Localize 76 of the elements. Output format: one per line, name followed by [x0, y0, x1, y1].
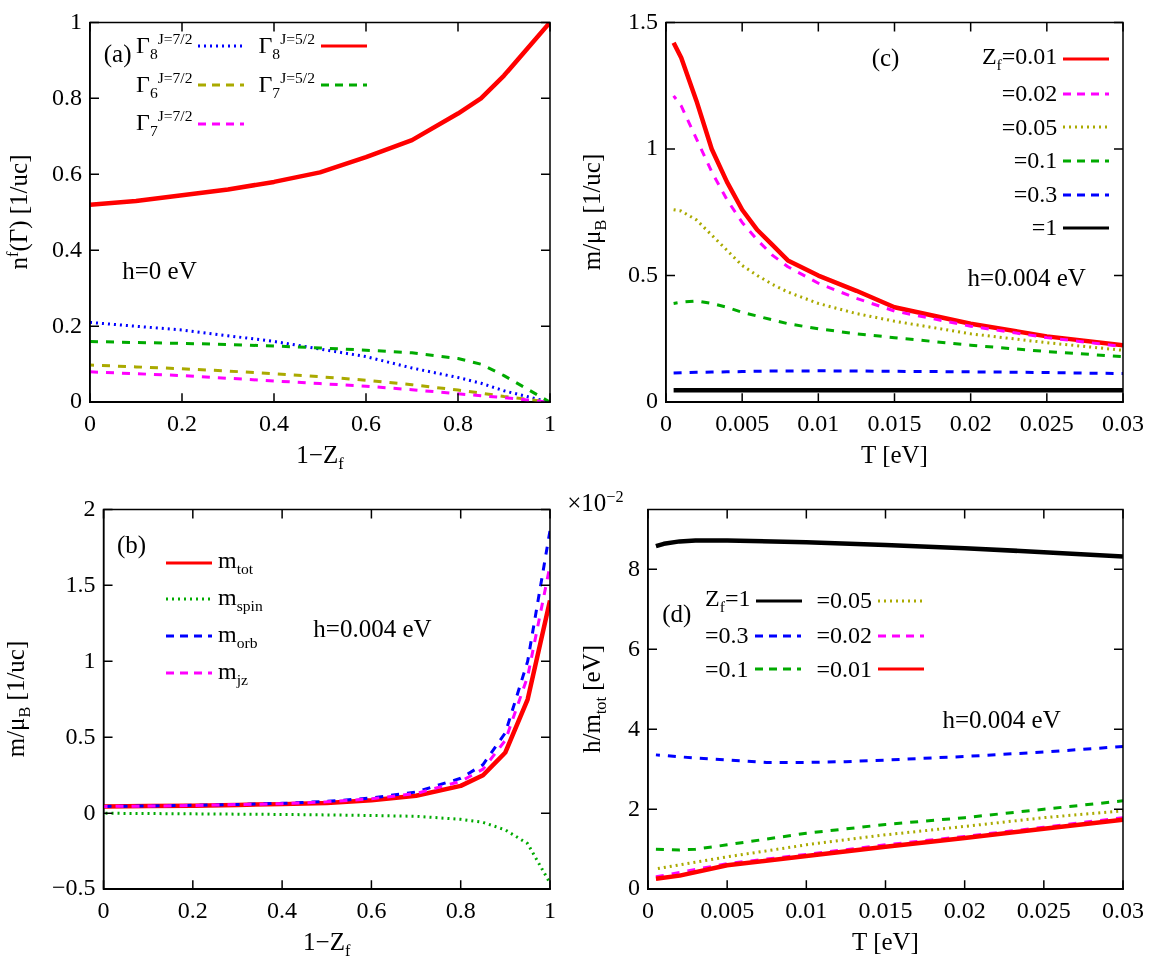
x-tick-label: 0.025 [1016, 896, 1071, 923]
y-tick-label: 1.5 [65, 570, 96, 597]
line-series [672, 208, 1123, 352]
legend-label: =0.01 [816, 655, 872, 684]
x-tick-label: 0.03 [1102, 896, 1144, 923]
x-tick-label: 0.8 [445, 896, 476, 923]
x-tick-label: 0.015 [858, 896, 913, 923]
x-tick-label: 0.02 [949, 409, 992, 436]
legend-label: m$_{tot}$ [218, 547, 254, 579]
annotation: h=0.004 eV [313, 614, 432, 642]
y-tick-label: 0 [646, 387, 658, 414]
annotation: (d) [662, 599, 692, 627]
x-tick-label: 0.01 [797, 409, 840, 436]
x-axis-title: T [eV] [852, 928, 919, 956]
x-tick-label: 0.025 [1019, 409, 1074, 436]
y-tick-label: 0.6 [52, 159, 82, 186]
x-tick-label: 0.4 [267, 896, 298, 923]
line-series [654, 799, 1123, 852]
legend-label: =0.02 [816, 622, 872, 650]
x-axis-title: T [eV] [861, 441, 928, 469]
y-tick-label: 0.8 [52, 83, 82, 110]
y-tick-label: 1.5 [628, 7, 658, 34]
y-tick-label: 8 [628, 554, 640, 581]
x-axis-title: 1−Z$_{f}$ [296, 441, 344, 474]
x-tick-label: 0.01 [785, 896, 828, 923]
x-tick-label: 0.02 [943, 896, 986, 923]
y-tick-label: 0.4 [52, 235, 82, 262]
annotation: (b) [116, 531, 147, 559]
annotation: h=0.004 eV [942, 705, 1061, 733]
annotation: h=0 eV [122, 256, 197, 284]
y-tick-label: 1 [70, 7, 82, 34]
y-tick-label: 1 [83, 646, 96, 673]
legend-label: =0.02 [1001, 80, 1058, 108]
legend-label: m$_{jz}$ [218, 657, 248, 689]
x-tick-label: 1 [544, 896, 556, 923]
legend-label: =0.3 [705, 622, 749, 650]
legend-label: =0.3 [1013, 180, 1058, 209]
x-tick-label: 0.6 [356, 896, 387, 923]
annotation: (a) [103, 40, 132, 68]
x-tick-label: 1 [544, 409, 556, 436]
y-tick-label: 0 [70, 387, 82, 414]
x-tick-label: 0.005 [715, 409, 770, 436]
legend-label: Z$_{f}$=0.01 [981, 43, 1058, 74]
y-tick-label: 0.5 [65, 722, 96, 749]
legend-label: =0.05 [1001, 113, 1058, 142]
x-tick-label: 0.03 [1102, 409, 1144, 436]
legend-label: m$_{spin}$ [218, 584, 263, 615]
line-series [654, 744, 1123, 764]
text: ×10$^{−2}$ [567, 487, 624, 516]
legend-label: m$_{orb}$ [218, 620, 258, 652]
legend-label: Z$_{f}$=1 [705, 585, 751, 617]
y-tick-label: 0.5 [628, 260, 658, 287]
y-tick-label: 2 [628, 794, 640, 821]
line-series [672, 299, 1123, 359]
x-tick-label: 0.2 [167, 409, 197, 436]
y-tick-label: 4 [628, 714, 640, 741]
x-axis-title: 1−Z$_{f}$ [303, 928, 351, 961]
y-tick-label: 0 [83, 798, 96, 825]
x-tick-label: 0.4 [259, 409, 289, 436]
x-tick-label: 0.2 [177, 896, 208, 923]
y-tick-label: 6 [628, 634, 640, 661]
annotation: (c) [871, 44, 900, 72]
legend-label: =1 [1031, 214, 1058, 242]
x-tick-label: 0.005 [700, 896, 755, 923]
y-tick-label: 2 [83, 494, 96, 521]
y-tick-label: 1 [646, 134, 658, 161]
x-tick-label: 0.8 [443, 409, 473, 436]
y-tick-label: 0.2 [52, 311, 82, 338]
y-tick-label: 0 [628, 874, 640, 901]
annotation: h=0.004 eV [967, 264, 1086, 292]
x-tick-label: 0.015 [867, 409, 922, 436]
legend-label: =0.05 [816, 586, 872, 615]
legend-label: =0.1 [705, 655, 749, 684]
legend-label: =0.1 [1013, 147, 1058, 175]
x-tick-label: 0.6 [351, 409, 381, 436]
y-tick-label: −0.5 [51, 874, 96, 901]
